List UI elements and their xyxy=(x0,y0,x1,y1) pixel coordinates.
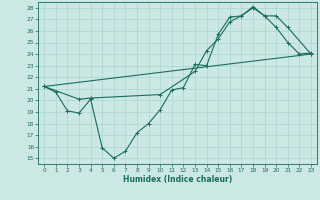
X-axis label: Humidex (Indice chaleur): Humidex (Indice chaleur) xyxy=(123,175,232,184)
